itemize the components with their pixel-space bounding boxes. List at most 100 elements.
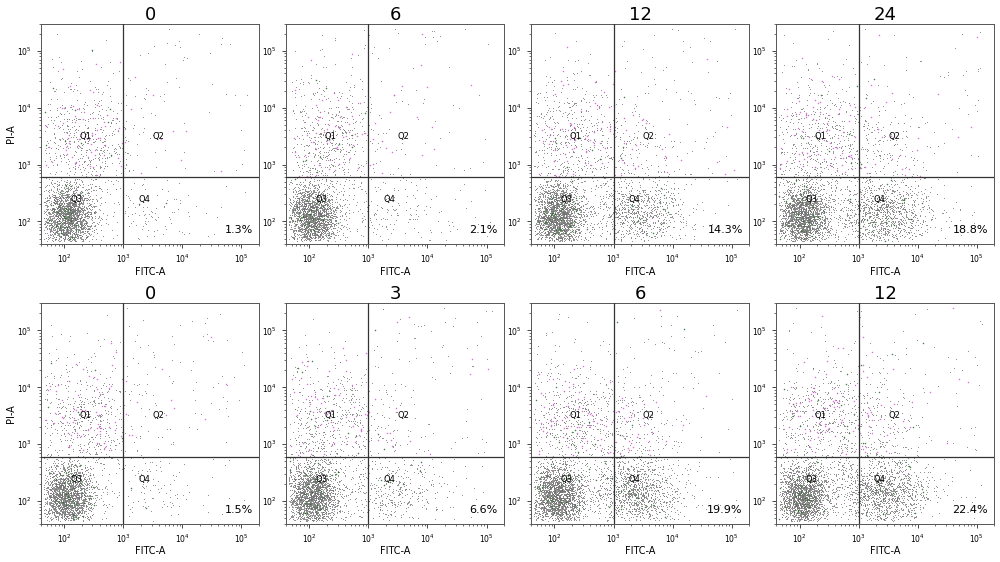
Point [55,187,71,196]
Point [546,495,562,504]
Point [878,199,894,208]
Point [785,484,801,493]
Point [370,490,386,499]
Point [566,190,582,199]
Point [641,496,657,505]
Point [773,115,789,124]
Point [70,210,86,219]
Point [782,212,798,221]
Point [331,163,347,172]
Point [546,201,562,210]
Point [883,478,899,487]
Point [797,210,813,219]
Point [789,500,805,509]
Point [792,422,808,430]
Point [67,504,83,513]
Point [72,485,88,494]
Point [307,493,323,502]
Point [884,440,900,449]
Point [874,461,890,470]
Point [783,495,799,504]
Point [786,225,802,234]
Point [309,482,325,491]
Point [343,372,359,381]
Point [532,485,548,494]
Point [54,220,70,229]
Point [592,200,608,209]
Point [906,228,922,237]
Point [574,481,590,490]
Point [50,235,66,244]
Point [794,212,810,221]
Point [285,502,301,511]
Point [129,447,145,456]
Point [555,217,571,226]
Point [782,487,798,496]
Point [107,411,123,420]
Point [624,178,640,187]
Point [314,493,330,502]
Point [88,478,104,487]
Point [614,196,630,205]
Point [72,461,88,470]
Point [559,214,575,223]
Point [46,205,62,214]
Point [57,493,73,502]
Point [315,190,331,199]
Point [532,463,548,472]
Point [809,215,825,224]
Point [787,219,803,228]
Point [311,475,327,484]
Point [800,206,816,215]
Point [61,495,77,504]
Point [361,120,377,129]
Point [554,202,570,211]
Point [795,367,811,376]
Point [809,494,825,503]
Point [936,138,952,147]
Point [807,194,823,203]
Point [286,474,302,483]
Point [303,227,319,236]
Point [283,462,299,471]
Point [55,134,71,143]
Point [878,212,894,221]
Point [365,228,381,237]
Point [556,187,572,196]
Point [888,469,904,478]
Point [42,485,58,494]
Point [305,499,321,508]
Point [307,387,323,396]
Point [298,501,314,510]
Point [611,491,627,500]
Point [303,498,319,507]
Point [535,136,551,145]
Point [549,492,565,501]
Point [298,108,314,117]
Point [795,223,811,232]
Point [310,459,326,468]
Point [534,210,550,219]
Point [555,192,571,201]
Point [774,169,790,178]
Point [66,508,82,517]
Point [871,368,887,377]
Point [785,507,801,516]
Point [772,226,788,235]
Point [553,228,569,237]
Point [531,195,547,204]
Point [804,506,820,515]
Point [332,358,348,367]
Point [535,223,551,232]
Point [638,155,654,164]
Point [878,221,894,230]
Point [53,207,69,216]
Point [784,410,800,419]
Point [805,173,821,182]
Point [537,507,553,516]
Point [578,148,594,157]
Point [313,486,329,495]
Point [536,505,552,514]
Point [318,496,334,505]
Point [800,214,816,223]
